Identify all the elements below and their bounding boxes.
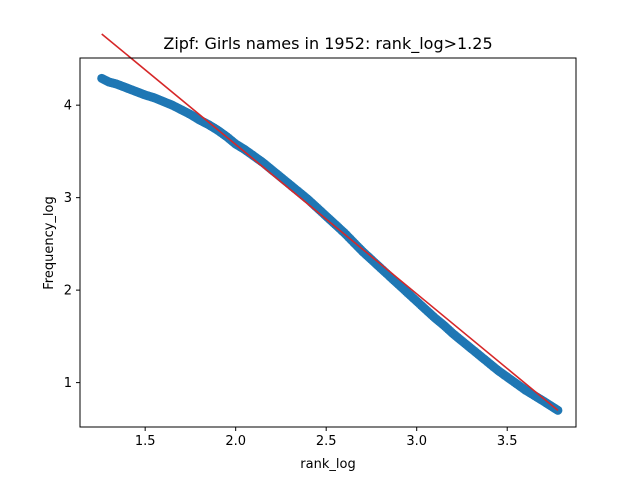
y-tick-label: 3 [64, 191, 72, 206]
plot-area [97, 33, 563, 415]
x-axis-label: rank_log [300, 457, 355, 472]
y-tick-label: 2 [64, 284, 72, 299]
x-tick-label: 1.5 [135, 434, 156, 449]
x-tick-label: 2.0 [225, 434, 246, 449]
x-tick-label: 2.5 [316, 434, 337, 449]
fit-line [101, 33, 559, 411]
y-tick-label: 1 [64, 376, 72, 391]
chart-title: Zipf: Girls names in 1952: rank_log>1.25 [163, 34, 492, 54]
x-tick-label: 3.0 [406, 434, 427, 449]
axes-frame [79, 57, 577, 428]
x-axis: 1.5 2.0 2.5 3.0 3.5 [135, 427, 518, 449]
scatter-series [97, 73, 563, 415]
x-tick-label: 3.5 [497, 434, 518, 449]
y-axis: 1 2 3 4 [64, 99, 80, 391]
y-axis-label: Frequency_log [42, 196, 57, 289]
y-tick-label: 4 [64, 99, 72, 114]
